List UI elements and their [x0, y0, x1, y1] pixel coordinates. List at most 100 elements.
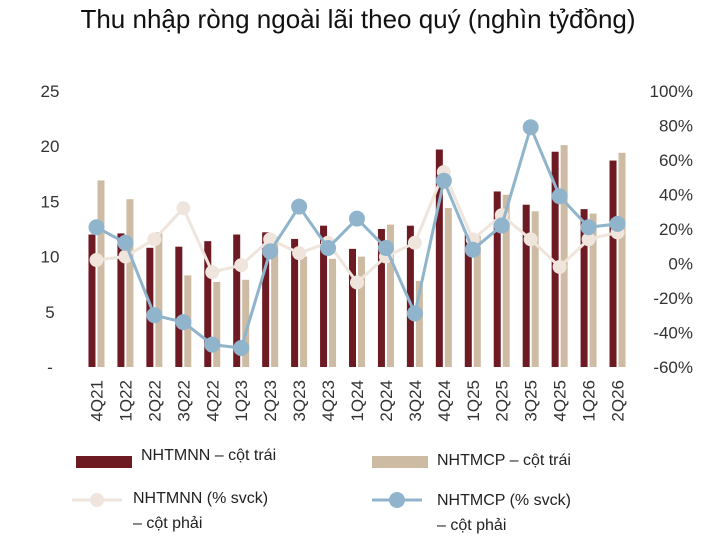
x-tick-label: 1Q26	[580, 380, 599, 422]
bar-nhtmcp	[155, 232, 163, 367]
x-tick-label: 3Q25	[522, 380, 541, 422]
bars	[88, 145, 626, 367]
x-tick-label: 4Q21	[87, 380, 106, 422]
point-nhtmnn	[407, 235, 422, 250]
right-tick-label: 20%	[659, 220, 693, 239]
legend-marker-nhtmnn-line	[90, 493, 104, 507]
bar-nhtmnn	[377, 229, 385, 367]
bar-nhtmnn	[117, 233, 125, 367]
bar-nhtmnn	[580, 209, 588, 367]
point-nhtmnn	[263, 232, 278, 247]
bar-nhtmnn	[349, 248, 356, 367]
bar-nhtmnn	[233, 234, 241, 367]
x-axis: 4Q21 1Q22 2Q22 3Q22 4Q22 1Q23 2Q23 3Q23 4Q23 1Q24…	[87, 380, 627, 422]
x-tick-label: 1Q23	[232, 380, 251, 422]
point-nhtmnn	[176, 201, 191, 216]
bar-nhtmcp	[329, 258, 337, 367]
left-tick-label: 15	[41, 192, 60, 211]
bar-nhtmcp	[358, 256, 365, 367]
left-tick-label: 20	[41, 137, 60, 156]
point-nhtmcp	[522, 119, 539, 136]
x-tick-label: 2Q26	[609, 380, 628, 422]
point-nhtmcp	[262, 243, 279, 260]
right-axis: -60% -40% -20% 0% 20% 40% 60% 80% 100%	[650, 82, 693, 377]
point-nhtmcp	[291, 198, 308, 215]
legend-swatch-nhtmcp-bar	[372, 456, 428, 468]
x-tick-label: 2Q24	[377, 380, 396, 422]
legend: NHTMNN – cột trái NHTMCP – cột trái NHTMNN…	[72, 447, 571, 534]
point-nhtmnn	[147, 232, 162, 247]
legend-swatch-nhtmnn-bar	[76, 456, 132, 468]
bar-nhtmnn	[175, 246, 183, 367]
left-axis: - 5 10 15 20 25	[41, 82, 60, 377]
x-tick-label: 2Q23	[261, 380, 280, 422]
point-nhtmnn	[234, 258, 249, 273]
bar-nhtmnn	[522, 204, 530, 367]
point-nhtmcp	[464, 241, 481, 258]
point-nhtmcp	[349, 210, 365, 227]
chart-title: Thu nhập ròng ngoài lãi theo quý (nghìn …	[80, 4, 635, 34]
bar-nhtmnn	[262, 232, 270, 367]
bar-nhtmcp	[300, 256, 308, 367]
point-nhtmnn	[523, 232, 538, 247]
bar-nhtmcp	[560, 145, 568, 367]
point-nhtmcp	[493, 217, 510, 234]
bar-nhtmnn	[464, 234, 472, 367]
point-nhtmcp	[88, 219, 105, 236]
bar-nhtmnn	[609, 160, 617, 367]
point-nhtmcp	[580, 219, 597, 236]
point-nhtmcp	[551, 188, 568, 205]
bar-nhtmcp	[386, 224, 394, 367]
left-tick-label: 5	[45, 303, 54, 322]
bar-nhtmcp	[213, 281, 221, 367]
point-nhtmnn	[350, 275, 364, 290]
x-tick-label: 4Q22	[203, 380, 222, 422]
bar-nhtmnn	[493, 191, 501, 367]
bar-nhtmnn	[204, 241, 212, 367]
point-nhtmcp	[175, 314, 192, 331]
bar-nhtmnn	[406, 225, 414, 367]
point-nhtmcp	[609, 215, 626, 232]
bar-nhtmcp	[126, 199, 134, 367]
point-nhtmnn	[89, 253, 104, 268]
point-nhtmcp	[233, 340, 250, 357]
left-tick-label: 10	[41, 248, 60, 267]
bar-nhtmcp	[589, 213, 597, 367]
x-tick-label: 4Q25	[551, 380, 570, 422]
bar-nhtmcp	[618, 152, 626, 367]
legend-label-nhtmcp-line: NHTMCP (% svck)	[437, 492, 571, 509]
right-tick-label: -20%	[653, 289, 693, 308]
point-nhtmnn	[292, 246, 307, 261]
bar-nhtmcp	[531, 211, 539, 367]
x-tick-label: 4Q24	[435, 380, 454, 422]
point-nhtmcp	[204, 336, 221, 353]
point-nhtmcp	[406, 305, 423, 322]
x-tick-label: 1Q25	[464, 380, 483, 422]
right-tick-label: 80%	[659, 117, 693, 136]
point-nhtmnn	[552, 259, 567, 274]
left-tick-label: -	[47, 358, 53, 377]
x-tick-label: 3Q24	[406, 380, 425, 422]
bar-nhtmcp	[502, 194, 510, 367]
x-tick-label: 3Q22	[174, 380, 193, 422]
point-nhtmcp	[435, 172, 452, 189]
legend-label-nhtmnn-line-2: – cột phải	[133, 515, 202, 532]
right-tick-label: -60%	[653, 358, 693, 377]
point-nhtmcp	[146, 307, 163, 324]
point-nhtmcp	[377, 239, 394, 256]
x-tick-label: 2Q25	[493, 380, 512, 422]
x-tick-label: 4Q23	[319, 380, 338, 422]
bar-nhtmnn	[88, 234, 96, 367]
right-tick-label: 60%	[659, 151, 693, 170]
right-tick-label: 40%	[659, 186, 693, 205]
x-tick-label: 1Q22	[116, 380, 135, 422]
bar-nhtmcp	[242, 279, 250, 367]
line-nhtmcp	[95, 125, 618, 350]
bar-nhtmcp	[444, 208, 452, 367]
x-tick-label: 1Q24	[348, 380, 367, 422]
bar-nhtmcp	[271, 236, 279, 367]
bar-nhtmcp	[97, 180, 105, 367]
lines	[88, 119, 626, 357]
bar-nhtmnn	[551, 151, 559, 367]
